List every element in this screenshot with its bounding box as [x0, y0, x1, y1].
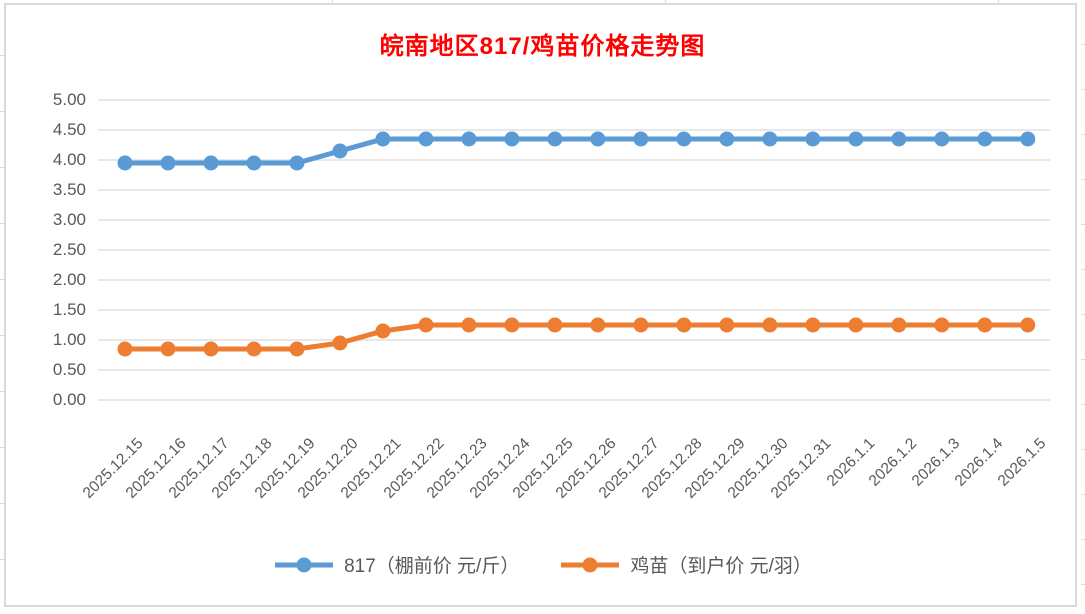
- chart-frame: [4, 3, 1077, 607]
- data-point-marker: [891, 131, 907, 147]
- y-axis-tick-label: 3.50: [52, 180, 86, 199]
- chart-title: 皖南地区817/鸡苗价格走势图: [379, 33, 706, 60]
- data-point-marker: [246, 341, 262, 357]
- data-point-marker: [160, 341, 176, 357]
- data-point-marker: [203, 341, 219, 357]
- data-point-marker: [762, 131, 778, 147]
- data-point-marker: [891, 317, 907, 333]
- data-point-marker: [848, 317, 864, 333]
- data-point-marker: [418, 317, 434, 333]
- y-axis-tick-label: 2.50: [52, 240, 86, 259]
- y-axis-tick-label: 5.00: [52, 90, 86, 109]
- data-point-marker: [332, 335, 348, 351]
- data-point-marker: [977, 317, 993, 333]
- data-point-marker: [719, 317, 735, 333]
- data-point-marker: [504, 317, 520, 333]
- data-point-marker: [848, 131, 864, 147]
- legend-label: 鸡苗（到户价 元/羽）: [630, 556, 812, 577]
- data-point-marker: [289, 155, 305, 171]
- data-point-marker: [332, 143, 348, 159]
- legend-label: 817（棚前价 元/斤）: [344, 556, 520, 577]
- data-point-marker: [676, 131, 692, 147]
- data-point-marker: [805, 317, 821, 333]
- legend-line-marker-icon: [275, 557, 334, 572]
- legend-item-jimiao: 鸡苗（到户价 元/羽）: [559, 551, 812, 578]
- data-point-marker: [676, 317, 692, 333]
- data-point-marker: [203, 155, 219, 171]
- y-axis-tick-label: 0.00: [52, 390, 86, 409]
- data-point-marker: [461, 317, 477, 333]
- legend: 817（棚前价 元/斤） 鸡苗（到户价 元/羽）: [0, 551, 1085, 578]
- data-point-marker: [934, 131, 950, 147]
- legend-line-marker-icon: [561, 557, 620, 572]
- data-point-marker: [246, 155, 262, 171]
- series-line-0: [125, 136, 1028, 166]
- y-axis-tick-label: 3.00: [52, 210, 86, 229]
- data-point-marker: [1020, 131, 1036, 147]
- y-axis-tick-label: 0.50: [52, 360, 86, 379]
- data-point-marker: [805, 131, 821, 147]
- data-point-marker: [375, 323, 391, 339]
- series-line-1: [125, 322, 1028, 352]
- data-point-marker: [977, 131, 993, 147]
- data-point-marker: [934, 317, 950, 333]
- data-point-marker: [633, 317, 649, 333]
- data-point-marker: [590, 131, 606, 147]
- data-point-marker: [719, 131, 735, 147]
- y-axis-tick-label: 2.00: [52, 270, 86, 289]
- data-point-marker: [1020, 317, 1036, 333]
- data-point-marker: [590, 317, 606, 333]
- data-point-marker: [418, 131, 434, 147]
- data-point-marker: [633, 131, 649, 147]
- data-point-marker: [117, 341, 133, 357]
- data-point-marker: [547, 131, 563, 147]
- y-axis-tick-label: 1.00: [52, 330, 86, 349]
- data-point-marker: [762, 317, 778, 333]
- data-point-marker: [461, 131, 477, 147]
- data-point-marker: [504, 131, 520, 147]
- data-point-marker: [289, 341, 305, 357]
- legend-item-817: 817（棚前价 元/斤）: [273, 551, 519, 578]
- data-point-marker: [375, 131, 391, 147]
- y-axis-tick-label: 1.50: [52, 300, 86, 319]
- y-axis-tick-label: 4.50: [52, 120, 86, 139]
- data-point-marker: [117, 155, 133, 171]
- y-axis-tick-label: 4.00: [52, 150, 86, 169]
- data-point-marker: [160, 155, 176, 171]
- data-point-marker: [547, 317, 563, 333]
